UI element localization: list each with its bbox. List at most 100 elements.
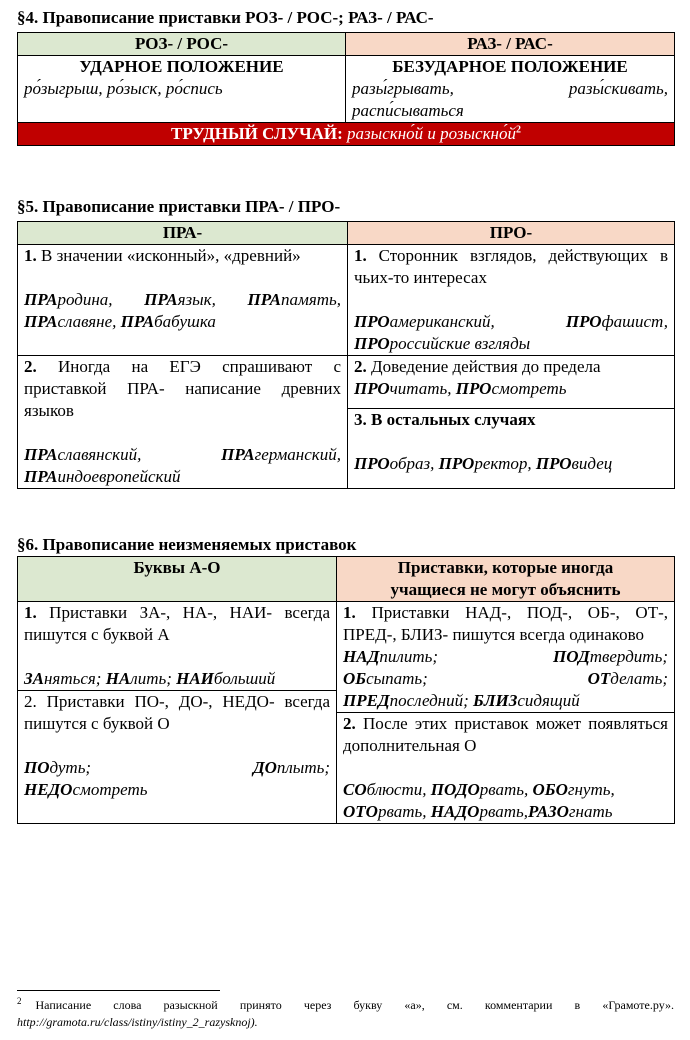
prefix-part: ПРА xyxy=(120,312,155,331)
pro-rule-2-number: 2. xyxy=(354,357,367,376)
pra-rule-2: 2. Иногда на ЕГЭ спрашивают с приставкой… xyxy=(17,355,348,489)
prefix-part: ПОДО xyxy=(430,780,480,799)
b-rule-2-examples-2: ОТОрвать, НАДОрвать,РАЗОгнать xyxy=(343,801,668,823)
pra-rule-2-number: 2. xyxy=(24,357,37,376)
prefix-part: ПРО xyxy=(455,379,492,398)
prefix-part: ОБ xyxy=(343,669,367,688)
prefix-part: ПРО xyxy=(354,312,390,331)
prefix-part: ПРА xyxy=(24,445,58,464)
pra-header: ПРА- xyxy=(17,221,348,245)
prefix-part: НА xyxy=(105,669,131,688)
section-4-title: §4. Правописание приставки РОЗ- / РОС-; … xyxy=(17,8,434,27)
pro-rule-2: 2. Доведение действия до предела ПРОчита… xyxy=(347,354,675,410)
a-rule-2-number: 2. xyxy=(24,692,37,711)
word-rest: читать, xyxy=(389,379,456,398)
word-rest: ректор, xyxy=(474,454,536,474)
footnote-text: Написание слова разыскной принято через … xyxy=(35,998,675,1012)
pro-rule-1-examples: ПРОамериканский, ПРОфашист, xyxy=(354,311,668,333)
prefix-part: ОТ xyxy=(587,669,611,688)
unstressed-examples-line2: распи́сываться xyxy=(352,101,464,120)
prefix-part: ОБО xyxy=(532,780,568,799)
footnote-separator xyxy=(17,990,220,991)
a-rule-1-examples: ЗАняться; НАлить; НАИбольший xyxy=(24,668,330,690)
word-rest: пилить; xyxy=(379,647,554,666)
word-rest: сидящий xyxy=(517,691,580,710)
pro-rule-2-examples: ПРОчитать, ПРОсмотреть xyxy=(354,378,668,400)
prefix-part: ПРА xyxy=(24,467,58,486)
prefix-part: ПРА xyxy=(24,290,58,309)
pra-rule-2-text: Иногда на ЕГЭ спрашивают с приставкой ПР… xyxy=(24,357,342,420)
word-rest: смотреть xyxy=(72,780,148,799)
word-rest: последний; xyxy=(389,691,474,710)
a-rule-2-examples-2: НЕДОсмотреть xyxy=(24,779,330,801)
word-rest: гнать xyxy=(568,802,613,821)
prefix-part: ЗА xyxy=(24,669,44,688)
word-rest: дуть; xyxy=(49,758,253,777)
hard-case-text: разыскно́й и розыскно́й xyxy=(347,124,516,143)
footnote: 2 Написание слова разыскной принято через… xyxy=(17,997,674,1031)
a-rule-1-text: Приставки ЗА-, НА-, НАИ- всегда пишутся … xyxy=(24,603,331,644)
prefix-part: СО xyxy=(343,780,367,799)
unexplained-header: Приставки, которые иногда учащиеся не мо… xyxy=(336,556,675,602)
b-rule-1-examples: НАДпилить; ПОДтвердить; xyxy=(343,646,668,668)
a-o-header: Буквы А-О xyxy=(17,556,337,602)
stressed-cell: УДАРНОЕ ПОЛОЖЕНИЕ ро́зыгрыш, ро́зыск, ро… xyxy=(17,55,346,123)
pro-rule-3-examples: ПРОобраз, ПРОректор, ПРОвидец xyxy=(354,453,668,475)
a-rule-2-text: Приставки ПО-, ДО-, НЕДО- всегда пишутся… xyxy=(24,692,330,733)
stressed-subhead: УДАРНОЕ ПОЛОЖЕНИЕ xyxy=(79,57,284,76)
word-rest: славянский, xyxy=(57,445,222,464)
unstressed-examples-line1: разы́грывать, разы́скивать, xyxy=(352,79,668,98)
word-rest: российские взгляды xyxy=(389,334,531,353)
prefix-part: ОТО xyxy=(343,802,378,821)
prefix-part: ПРО xyxy=(354,334,390,353)
section-4-table: РОЗ- / РОС- РАЗ- / РАС- УДАРНОЕ ПОЛОЖЕНИ… xyxy=(17,32,675,146)
hard-case-banner: ТРУДНЫЙ СЛУЧАЙ: разыскно́й и розыскно́й2 xyxy=(17,122,675,146)
section-6-title: §6. Правописание неизменяемых приставок xyxy=(17,535,357,554)
footnote-ref-link[interactable]: 2 xyxy=(515,124,521,136)
b-rule-2: 2. После этих приставок может появляться… xyxy=(336,712,675,824)
word-rest: делать; xyxy=(610,669,668,688)
word-rest: фашист, xyxy=(601,312,668,331)
a-rule-2: 2. Приставки ПО-, ДО-, НЕДО- всегда пишу… xyxy=(17,690,337,824)
word-rest: блюсти, xyxy=(366,780,431,799)
pro-rule-1-examples-2: ПРОроссийские взгляды xyxy=(354,333,668,355)
word-rest: плыть; xyxy=(276,758,330,777)
a-rule-1: 1. Приставки ЗА-, НА-, НАИ- всегда пишут… xyxy=(17,601,337,691)
word-rest: видец xyxy=(571,454,613,474)
prefix-part: НАДО xyxy=(430,802,480,821)
pro-rule-3-text: В остальных случаях xyxy=(371,410,536,430)
b-rule-1-examples-3: ПРЕДпоследний; БЛИЗсидящий xyxy=(343,690,668,712)
word-rest: лить; xyxy=(130,669,177,688)
word-rest: няться; xyxy=(44,669,106,688)
pra-rule-1-examples: ПРАродина, ПРАязык, ПРАпамять, xyxy=(24,289,341,311)
prefix-part: ПРО xyxy=(565,312,602,331)
section-6-table: Буквы А-О Приставки, которые иногда учащ… xyxy=(17,556,675,824)
word-rest: твердить; xyxy=(589,647,668,666)
section-5-table: ПРА- ПРО- 1. В значении «исконный», «дре… xyxy=(17,221,675,489)
word-rest: славяне, xyxy=(57,312,121,331)
b-rule-1: 1. Приставки НАД-, ПОД-, ОБ-, ОТ-, ПРЕД-… xyxy=(336,601,675,713)
prefix-part: НАД xyxy=(343,647,380,666)
pro-rule-2-text: Доведение действия до предела xyxy=(371,357,601,376)
pro-rule-1-number: 1. xyxy=(354,246,367,265)
word-rest: рвать, xyxy=(479,780,533,799)
a-rule-1-number: 1. xyxy=(24,603,37,622)
roz-ros-header: РОЗ- / РОС- xyxy=(17,32,346,56)
unstressed-cell: БЕЗУДАРНОЕ ПОЛОЖЕНИЕ разы́грывать, разы́… xyxy=(345,55,675,123)
word-rest: американский, xyxy=(389,312,566,331)
b-rule-1-number: 1. xyxy=(343,603,356,622)
prefix-part: ПРА xyxy=(221,445,255,464)
word-rest: бабушка xyxy=(154,312,216,331)
pro-rule-3-number: 3. xyxy=(354,410,367,430)
prefix-part: НАИ xyxy=(176,669,214,688)
word-rest: рвать, xyxy=(377,802,431,821)
b-rule-2-text: После этих приставок может появляться до… xyxy=(343,714,668,755)
word-rest: германский, xyxy=(254,445,341,464)
word-rest: больший xyxy=(213,669,276,688)
prefix-part: ПРО xyxy=(438,454,475,474)
word-rest: память, xyxy=(280,290,341,309)
footnote-link[interactable]: http://gramota.ru/class/istiny/istiny_2_… xyxy=(17,1015,258,1029)
word-rest: родина, xyxy=(57,290,145,309)
prefix-part: БЛИЗ xyxy=(473,691,518,710)
hard-case-label: ТРУДНЫЙ СЛУЧАЙ: xyxy=(171,124,343,143)
